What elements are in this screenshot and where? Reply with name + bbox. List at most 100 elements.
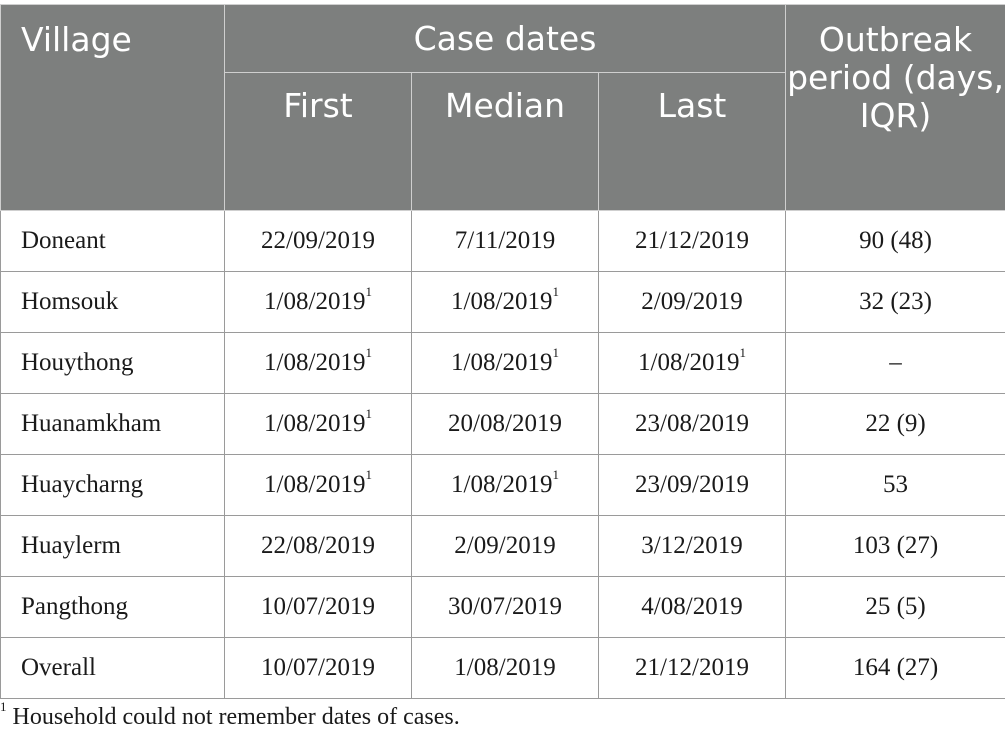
cell-first-value: 22/09/2019	[261, 227, 375, 254]
cell-first-value: 1/08/2019	[264, 349, 366, 376]
cell-median-value: 7/11/2019	[454, 227, 556, 254]
cell-outbreak-period-value: 103 (27)	[852, 532, 939, 559]
cell-village-value: Homsouk	[21, 288, 119, 315]
cell-median-value: 1/08/2019	[454, 654, 556, 681]
footnote-ref: 1	[365, 466, 372, 482]
cell-last-value: 2/09/2019	[641, 288, 743, 315]
cell-median: 20/08/2019	[411, 393, 599, 455]
cell-first-value: 22/08/2019	[261, 532, 375, 559]
header-case-dates: Case dates	[223, 4, 787, 73]
cell-village: Huaycharng	[0, 454, 225, 516]
footnote-marker: 1	[0, 699, 7, 714]
cell-outbreak-period-value: 90 (48)	[859, 227, 932, 254]
cell-outbreak-period-value: 164 (27)	[852, 654, 939, 681]
footnote: 1 Household could not remember dates of …	[0, 700, 460, 731]
table-row: Huaylerm 22/08/2019 2/09/2019 3/12/2019 103 …	[0, 515, 1005, 577]
cell-last: 3/12/2019	[597, 515, 787, 577]
cell-median: 2/09/2019	[411, 515, 599, 577]
cell-outbreak-period-value: –	[889, 349, 902, 376]
table-row: Huanamkham 1/08/20191 20/08/2019 23/08/2019…	[0, 393, 1005, 455]
footnote-ref: 1	[365, 344, 372, 360]
cell-first-value: 1/08/2019	[264, 471, 366, 498]
cell-median: 7/11/2019	[411, 210, 599, 272]
cell-first-value: 1/08/2019	[264, 288, 366, 315]
table-row: Overall 10/07/2019 1/08/2019 21/12/2019 164 …	[0, 637, 1005, 699]
cell-median: 1/08/20191	[411, 332, 599, 394]
cell-outbreak-period: 22 (9)	[785, 393, 1005, 455]
cell-median-value: 2/09/2019	[454, 532, 556, 559]
cell-last-value: 3/12/2019	[641, 532, 743, 559]
cell-last: 1/08/20191	[597, 332, 787, 394]
footnote-ref: 1	[552, 466, 559, 482]
cell-first: 10/07/2019	[224, 637, 412, 699]
cell-median: 30/07/2019	[411, 576, 599, 638]
cell-outbreak-period: 164 (27)	[785, 637, 1005, 699]
cell-median-value: 30/07/2019	[448, 593, 562, 620]
cell-village: Huaylerm	[0, 515, 225, 577]
cell-village: Homsouk	[0, 271, 225, 333]
cell-outbreak-period-value: 32 (23)	[859, 288, 932, 315]
cell-outbreak-period: –	[785, 332, 1005, 394]
footnote-ref: 1	[365, 283, 372, 299]
header-median: Median	[411, 72, 599, 211]
cell-village: Pangthong	[0, 576, 225, 638]
cell-last-value: 21/12/2019	[635, 227, 749, 254]
cell-first-value: 10/07/2019	[261, 654, 375, 681]
cell-outbreak-period-value: 25 (5)	[865, 593, 926, 620]
cell-last: 21/12/2019	[597, 210, 787, 272]
cell-village-value: Huaylerm	[21, 532, 121, 559]
cell-median-value: 20/08/2019	[448, 410, 562, 437]
header-first: First	[224, 72, 412, 211]
cell-last-value: 21/12/2019	[635, 654, 749, 681]
cell-outbreak-period: 53	[785, 454, 1005, 516]
footnote-ref: 1	[552, 344, 559, 360]
header-last: Last	[597, 72, 787, 211]
footnote-ref: 1	[552, 283, 559, 299]
table-row: Houythong 1/08/20191 1/08/20191 1/08/20191–	[0, 332, 1005, 394]
header-village: Village	[0, 4, 225, 211]
cell-last: 21/12/2019	[597, 637, 787, 699]
cell-first: 1/08/20191	[224, 271, 412, 333]
cell-village-value: Overall	[21, 654, 96, 681]
table-row: Pangthong 10/07/2019 30/07/2019 4/08/2019 25…	[0, 576, 1005, 638]
cell-village: Overall	[0, 637, 225, 699]
cell-last-value: 23/09/2019	[635, 471, 749, 498]
footnote-text: Household could not remember dates of ca…	[6, 704, 460, 730]
cell-village: Houythong	[0, 332, 225, 394]
cell-village-value: Huanamkham	[21, 410, 162, 437]
cell-outbreak-period: 25 (5)	[785, 576, 1005, 638]
cell-last: 23/09/2019	[597, 454, 787, 516]
cell-median: 1/08/20191	[411, 271, 599, 333]
cell-first: 1/08/20191	[224, 393, 412, 455]
table-body: Doneant 22/09/2019 7/11/2019 21/12/2019 90 (…	[0, 210, 1005, 699]
outbreak-table: Village Case dates Outbreak period (days…	[0, 4, 1005, 699]
cell-first: 22/08/2019	[224, 515, 412, 577]
footnote-ref: 1	[365, 405, 372, 421]
cell-outbreak-period-value: 53	[883, 471, 909, 498]
cell-first-value: 10/07/2019	[261, 593, 375, 620]
cell-last-value: 1/08/2019	[638, 349, 740, 376]
cell-village-value: Pangthong	[21, 593, 128, 620]
header-outbreak-period: Outbreak period (days, IQR)	[785, 4, 1005, 211]
table-row: Doneant 22/09/2019 7/11/2019 21/12/2019 90 (…	[0, 210, 1005, 272]
cell-first: 1/08/20191	[224, 454, 412, 516]
cell-village: Doneant	[0, 210, 225, 272]
cell-first-value: 1/08/2019	[264, 410, 366, 437]
table-row: Homsouk 1/08/20191 1/08/20191 2/09/2019 32 (…	[0, 271, 1005, 333]
cell-last-value: 4/08/2019	[641, 593, 743, 620]
cell-outbreak-period: 103 (27)	[785, 515, 1005, 577]
cell-outbreak-period-value: 22 (9)	[865, 410, 926, 437]
cell-last: 23/08/2019	[597, 393, 787, 455]
cell-median: 1/08/20191	[411, 454, 599, 516]
cell-first: 10/07/2019	[224, 576, 412, 638]
cell-village-value: Houythong	[21, 349, 134, 376]
cell-first: 22/09/2019	[224, 210, 412, 272]
cell-last-value: 23/08/2019	[635, 410, 749, 437]
cell-village-value: Doneant	[21, 227, 106, 254]
table-row: Huaycharng 1/08/20191 1/08/20191 23/09/2019…	[0, 454, 1005, 516]
cell-outbreak-period: 32 (23)	[785, 271, 1005, 333]
cell-village-value: Huaycharng	[21, 471, 144, 498]
cell-village: Huanamkham	[0, 393, 225, 455]
cell-first: 1/08/20191	[224, 332, 412, 394]
footnote-ref: 1	[739, 344, 746, 360]
